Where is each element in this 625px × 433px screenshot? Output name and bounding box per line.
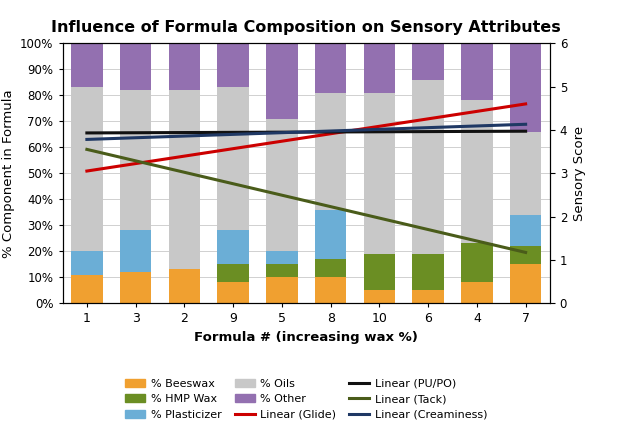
Title: Influence of Formula Composition on Sensory Attributes: Influence of Formula Composition on Sens…	[51, 20, 561, 35]
Bar	[461, 282, 492, 303]
Bar	[364, 254, 395, 290]
Bar	[217, 230, 249, 264]
Bar	[315, 259, 346, 277]
Bar	[120, 230, 151, 272]
Bar	[461, 243, 492, 282]
Bar	[120, 272, 151, 303]
Bar	[315, 210, 346, 259]
Bar	[169, 43, 200, 90]
Bar	[461, 43, 492, 100]
Bar	[169, 90, 200, 269]
Y-axis label: Sensory Score: Sensory Score	[572, 126, 586, 221]
Bar	[364, 93, 395, 254]
Legend: % Beeswax, % HMP Wax, % Plasticizer, % Oils, % Other, Linear (Glide), Linear (PU: % Beeswax, % HMP Wax, % Plasticizer, % O…	[122, 375, 491, 423]
Bar	[217, 264, 249, 282]
Bar	[217, 282, 249, 303]
Bar	[71, 251, 102, 275]
Bar	[71, 275, 102, 303]
Bar	[412, 290, 444, 303]
Bar	[412, 80, 444, 254]
Bar	[120, 90, 151, 230]
Bar	[510, 215, 541, 246]
Bar	[266, 251, 298, 264]
Bar	[266, 277, 298, 303]
Bar	[120, 43, 151, 90]
Bar	[510, 43, 541, 132]
Bar	[315, 93, 346, 210]
Bar	[169, 269, 200, 303]
Bar	[217, 43, 249, 87]
Bar	[217, 87, 249, 230]
Bar	[266, 119, 298, 251]
Bar	[364, 290, 395, 303]
Bar	[315, 277, 346, 303]
Bar	[71, 43, 102, 87]
Y-axis label: % Component in Formula: % Component in Formula	[1, 89, 14, 258]
Bar	[412, 43, 444, 80]
Bar	[266, 43, 298, 119]
Bar	[315, 43, 346, 93]
Bar	[510, 264, 541, 303]
Bar	[266, 264, 298, 277]
Bar	[461, 100, 492, 243]
Bar	[510, 132, 541, 215]
Bar	[510, 246, 541, 264]
Bar	[71, 87, 102, 251]
Bar	[412, 254, 444, 290]
Bar	[364, 43, 395, 93]
X-axis label: Formula # (increasing wax %): Formula # (increasing wax %)	[194, 331, 418, 344]
